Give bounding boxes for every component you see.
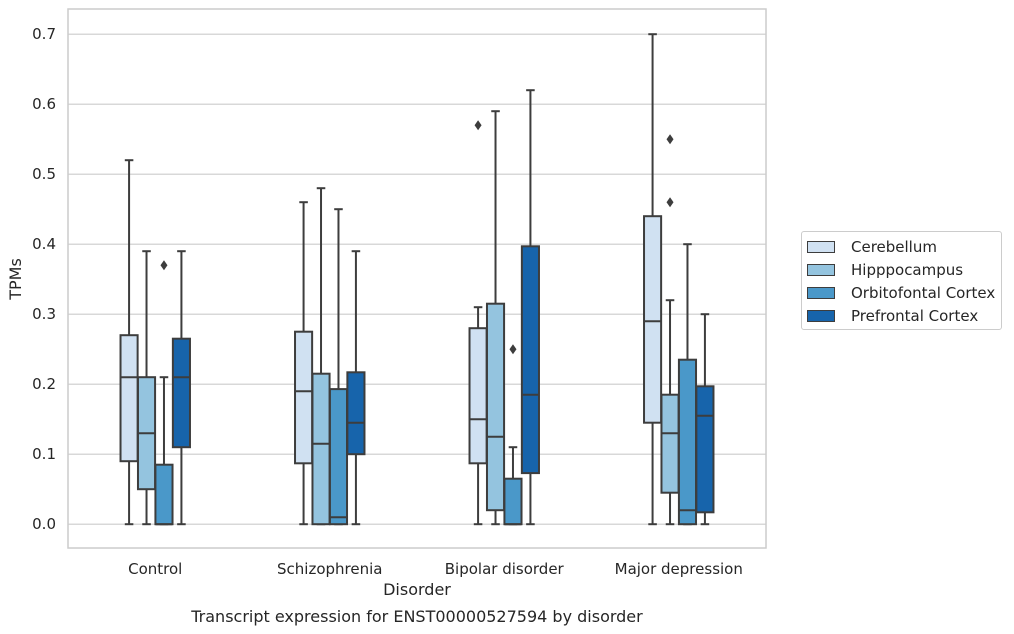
legend-item: Prefrontal Cortex bbox=[802, 304, 1001, 327]
y-axis-title: TPMs bbox=[6, 258, 25, 301]
y-tick-label: 0.0 bbox=[32, 515, 56, 533]
boxplots bbox=[119, 33, 715, 526]
box-cerebellum bbox=[119, 159, 139, 526]
box-hipppocampus bbox=[485, 110, 506, 526]
box-prefrontal-cortex bbox=[520, 89, 540, 526]
legend-item: Cerebellum bbox=[802, 235, 1001, 258]
y-tick-label: 0.1 bbox=[32, 445, 56, 463]
box-hipppocampus bbox=[311, 187, 331, 526]
y-tick-label: 0.5 bbox=[32, 165, 56, 183]
box-iqr bbox=[677, 358, 698, 526]
box-iqr bbox=[346, 371, 366, 456]
x-tick-label: Bipolar disorder bbox=[445, 560, 565, 578]
box-iqr bbox=[171, 337, 191, 449]
box-cerebellum bbox=[643, 33, 663, 526]
legend-item: Hipppocampus bbox=[802, 258, 1001, 281]
x-axis-ticks: Control Schizophrenia Bipolar disorder Majo… bbox=[128, 560, 743, 578]
x-tick-label: Major depression bbox=[615, 560, 743, 578]
legend-item: Orbitofontal Cortex bbox=[802, 281, 1001, 304]
legend-swatch bbox=[807, 309, 835, 322]
x-tick-label: Schizophrenia bbox=[277, 560, 382, 578]
legend-label: Orbitofontal Cortex bbox=[851, 283, 996, 302]
box-iqr bbox=[695, 385, 715, 514]
legend: Cerebellum Hipppocampus Orbitofontal Corte… bbox=[801, 231, 1002, 330]
y-tick-label: 0.7 bbox=[32, 25, 56, 43]
plot-frame bbox=[67, 8, 767, 549]
box-hipppocampus bbox=[136, 250, 157, 526]
box-iqr bbox=[311, 372, 331, 526]
x-axis-title: Disorder bbox=[383, 580, 451, 599]
y-tick-label: 0.2 bbox=[32, 375, 56, 393]
box-iqr bbox=[660, 393, 680, 494]
box-iqr bbox=[468, 327, 488, 465]
legend-swatch bbox=[807, 286, 835, 299]
legend-label: Cerebellum bbox=[851, 237, 937, 256]
box-iqr bbox=[328, 388, 349, 526]
y-tick-label: 0.4 bbox=[32, 235, 56, 253]
box-cerebellum bbox=[468, 120, 488, 526]
box-orbitofontal-cortex bbox=[154, 260, 174, 526]
box-iqr bbox=[485, 302, 506, 512]
outlier-point bbox=[509, 344, 517, 355]
box-prefrontal-cortex bbox=[695, 313, 715, 526]
box-prefrontal-cortex bbox=[346, 250, 366, 526]
box-orbitofontal-cortex bbox=[328, 208, 349, 526]
chart-title: Transcript expression for ENST0000052759… bbox=[190, 607, 643, 626]
outlier-point bbox=[474, 120, 482, 131]
legend-label: Prefrontal Cortex bbox=[851, 306, 979, 325]
y-tick-label: 0.3 bbox=[32, 305, 56, 323]
outlier-point bbox=[666, 134, 674, 145]
y-axis-ticks: 0.0 0.1 0.2 0.3 0.4 0.5 0.6 0.7 bbox=[32, 25, 56, 533]
box-hipppocampus bbox=[660, 134, 680, 526]
box-orbitofontal-cortex bbox=[677, 243, 698, 526]
outlier-point bbox=[666, 197, 674, 208]
box-cerebellum bbox=[294, 201, 314, 526]
box-iqr bbox=[643, 215, 663, 424]
legend-swatch bbox=[807, 263, 835, 276]
box-iqr bbox=[294, 330, 314, 465]
box-prefrontal-cortex bbox=[171, 250, 191, 526]
box-iqr bbox=[503, 477, 523, 526]
box-orbitofontal-cortex bbox=[503, 344, 523, 526]
outlier-point bbox=[160, 260, 168, 271]
legend-label: Hipppocampus bbox=[851, 260, 964, 279]
box-iqr bbox=[154, 463, 174, 526]
y-tick-label: 0.6 bbox=[32, 95, 56, 113]
box-iqr bbox=[119, 334, 139, 463]
x-tick-label: Control bbox=[128, 560, 182, 578]
legend-swatch bbox=[807, 240, 835, 253]
box-iqr bbox=[520, 245, 540, 475]
